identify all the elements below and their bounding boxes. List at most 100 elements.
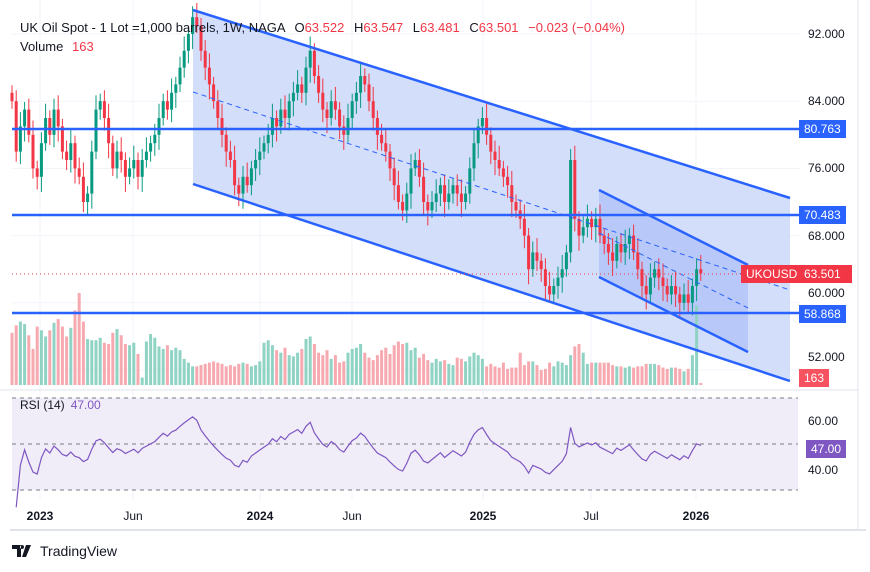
candle-body [329,101,333,118]
candle-body [300,84,304,93]
candle-body [207,67,211,85]
volume-bar [678,368,682,385]
volume-bar [304,339,308,385]
volume-bar [325,350,329,385]
volume-bar [317,352,321,385]
volume-bar [203,363,207,385]
volume-bar [653,363,657,385]
volume-bar [296,352,300,385]
candle-body [468,168,472,194]
candle-body [291,92,295,102]
volume-bar [14,325,18,385]
candle-body [535,252,539,261]
volume-bar [35,326,39,385]
volume-bar [237,363,241,385]
volume-bar [401,343,405,385]
main-channel-upper[interactable] [192,8,791,200]
candle-body [346,118,350,135]
volume-legend: Volume 163 [20,39,94,54]
candle-body [220,118,224,135]
candle-body [556,277,560,286]
volume-bar [178,350,182,385]
level-tag[interactable]: 70.483 [799,206,846,224]
volume-bar [333,355,337,385]
candle-body [569,160,573,253]
candle-body [501,168,505,177]
volume-bar [102,342,106,385]
candle-body [606,244,610,253]
candle-body [640,269,644,286]
volume-bar [669,367,673,385]
volume-bar [18,321,22,385]
candle-body [615,244,619,261]
level-tag[interactable]: 58.868 [799,305,846,323]
volume-bar [48,330,52,385]
volume-bar [191,366,195,385]
drawings[interactable] [12,8,800,383]
candle-body [695,269,699,286]
volume-bar [594,362,598,385]
tradingview-logo[interactable]: TradingView [12,543,117,559]
candle-body [325,109,329,118]
inner-channel-lower[interactable] [598,275,749,354]
volume-bar [165,345,169,385]
volume-bar [228,365,232,385]
volume-bar [291,356,295,385]
candle-body [363,76,367,85]
candle-body [149,143,153,152]
volume-bar [543,368,547,385]
candle-body [186,34,190,51]
candle-body [283,109,287,118]
volume-bar [506,368,510,385]
time-tick: 2023 [26,509,54,523]
volume-bar [270,345,274,385]
candle-body [422,176,426,202]
volume-bar [476,355,480,385]
main-channel-lower[interactable] [192,182,791,383]
volume-bar [27,335,31,385]
low-value: 63.481 [419,20,460,35]
volume-bar [254,365,258,385]
candle-body [296,84,300,93]
volume-bar [657,365,661,385]
volume-bar [464,361,468,385]
price-tick: 92.000 [808,27,845,41]
candle-body [611,252,615,261]
price-tick: 52.000 [808,350,845,364]
rsi-tick: 60.00 [808,414,839,428]
candle-body [111,143,115,169]
candle-body [665,286,669,295]
candle-body [455,185,459,194]
level-tag[interactable]: 80.763 [799,120,846,138]
candle-body [682,294,686,303]
inner-channel-midline[interactable] [598,232,749,309]
volume-bar [535,365,539,385]
candle-body [77,168,81,177]
candle-body [384,143,388,152]
main-channel-midline[interactable] [192,91,791,291]
candle-body [632,235,636,253]
candle-body [27,109,31,135]
volume-bar [275,350,279,385]
candle-body [573,160,577,219]
inner-channel-upper[interactable] [598,188,749,267]
candle-body [321,92,325,110]
candle-body [39,143,43,177]
volume-bar [644,363,648,385]
volume-bar [149,334,153,385]
volume-bar [182,358,186,385]
candle-body [577,218,581,236]
price-tick: 76.000 [808,161,845,175]
volume-bar [447,363,451,385]
candle-body [128,168,132,177]
volume-bar [56,319,60,385]
rsi-legend-value: 47.00 [70,398,101,412]
volume-bar [258,361,262,385]
volume-bar [161,348,165,385]
candle-body [438,185,442,194]
candle-body [464,193,468,202]
volume-bar [396,341,400,385]
volume-bar [648,363,652,385]
candle-body [690,286,694,303]
